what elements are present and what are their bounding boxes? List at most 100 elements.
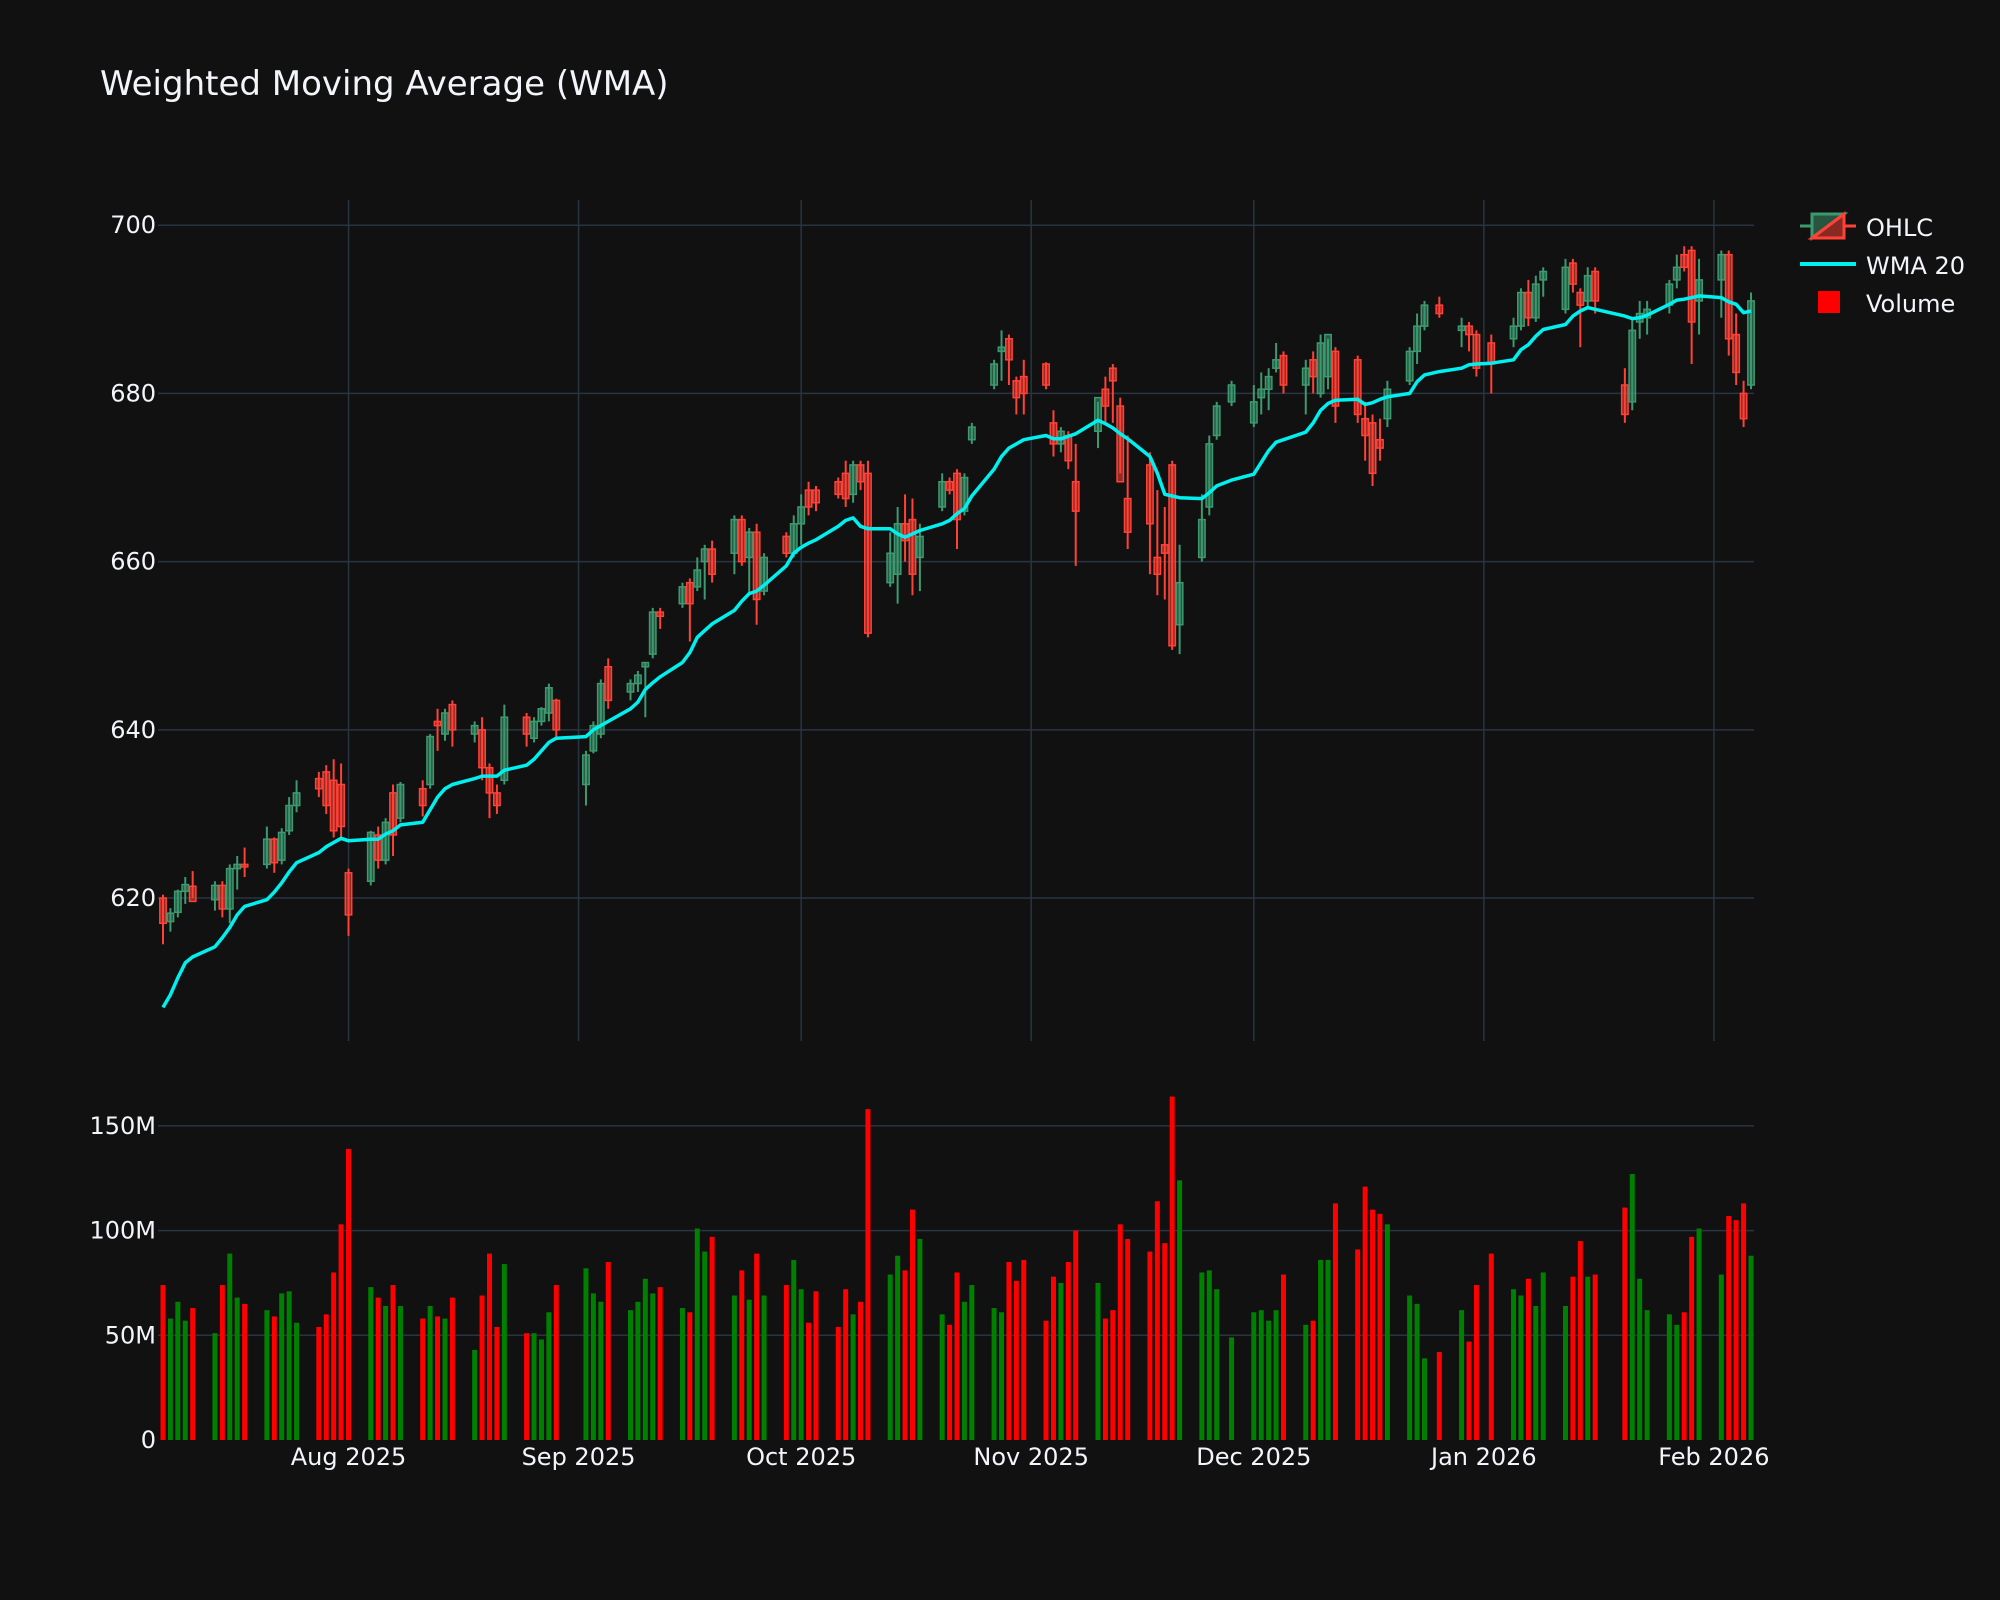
candle-body xyxy=(1272,359,1281,369)
candle-body xyxy=(1012,380,1021,399)
volume-bar xyxy=(1377,1213,1383,1440)
candle-body xyxy=(337,783,346,828)
wma-layer xyxy=(161,294,1752,1009)
candle-body xyxy=(1680,253,1689,269)
candle-body xyxy=(1524,291,1533,319)
candlestick xyxy=(678,582,687,608)
volume-bar xyxy=(1741,1203,1747,1440)
legend-item-wma[interactable]: WMA 20 xyxy=(1800,249,1990,287)
candlestick xyxy=(1279,351,1288,394)
candle-body xyxy=(1724,253,1733,340)
volume-bar xyxy=(227,1253,233,1440)
volume-bar xyxy=(1281,1274,1287,1440)
candle-body xyxy=(1620,384,1629,416)
legend-item-ohlc[interactable]: OHLC xyxy=(1800,211,1990,249)
candlestick xyxy=(1071,443,1080,566)
candlestick xyxy=(648,607,657,659)
candlestick xyxy=(270,837,279,873)
volume-bar xyxy=(1629,1174,1635,1440)
candle-body xyxy=(708,548,717,575)
candlestick xyxy=(381,818,390,865)
volume-bar xyxy=(939,1314,945,1440)
candlestick xyxy=(337,763,346,840)
volume-bar xyxy=(1229,1337,1235,1440)
volume-plot xyxy=(160,1096,1754,1440)
volume-bar xyxy=(1592,1274,1598,1440)
candlestick xyxy=(1635,300,1644,339)
candle-body xyxy=(656,611,665,618)
volume-bar xyxy=(969,1285,975,1440)
candle-body xyxy=(856,464,865,483)
candlestick xyxy=(173,889,182,918)
volume-bar xyxy=(1562,1305,1568,1440)
candle-body xyxy=(1153,556,1162,575)
candlestick xyxy=(967,422,976,444)
candlestick xyxy=(1316,334,1325,398)
volume-bar xyxy=(1570,1276,1576,1440)
candlestick xyxy=(522,713,531,747)
legend-item-volume[interactable]: Volume xyxy=(1800,287,1990,325)
candle-body xyxy=(1042,363,1050,386)
volume-bar xyxy=(813,1291,819,1440)
volume-bar xyxy=(420,1318,426,1440)
candle-body xyxy=(730,518,739,554)
volume-bar xyxy=(472,1349,478,1440)
volume-bar xyxy=(286,1291,292,1440)
candlestick xyxy=(886,532,895,587)
volume-bar xyxy=(754,1253,760,1440)
candle-body xyxy=(1591,270,1600,302)
candle-body xyxy=(953,472,961,521)
candle-body xyxy=(648,611,657,655)
volume-bar xyxy=(1733,1220,1739,1440)
candle-body xyxy=(1145,464,1154,525)
price-tick-label: 620 xyxy=(110,884,156,912)
volume-bar xyxy=(1199,1272,1205,1440)
candle-body xyxy=(1672,266,1681,281)
candlestick xyxy=(426,734,435,789)
volume-bar xyxy=(1436,1352,1442,1440)
candlestick xyxy=(1435,296,1444,318)
candle-body xyxy=(1517,291,1525,327)
candle-body xyxy=(1628,329,1637,403)
volume-bar xyxy=(1102,1318,1108,1440)
candlestick xyxy=(1620,368,1629,423)
volume-bar xyxy=(1696,1228,1702,1440)
volume-bar xyxy=(791,1259,797,1440)
volume-bar xyxy=(479,1295,485,1440)
candle-body xyxy=(582,754,590,786)
candlestick xyxy=(1108,363,1117,423)
candle-body xyxy=(1539,270,1548,281)
volume-bar xyxy=(1525,1278,1531,1440)
candlestick xyxy=(1123,435,1132,550)
candle-body xyxy=(834,480,843,496)
volume-bar xyxy=(1370,1209,1376,1440)
volume-bar xyxy=(650,1293,656,1440)
volume-bar xyxy=(1748,1255,1754,1440)
legend: OHLC WMA 20 Volume xyxy=(1800,211,1990,325)
candle-body xyxy=(1353,359,1362,416)
candle-body xyxy=(181,883,190,893)
candlestick xyxy=(1331,347,1340,423)
wma-20-line xyxy=(161,294,1752,1009)
candlestick xyxy=(389,784,397,856)
volume-bar xyxy=(442,1318,448,1440)
candle-body xyxy=(841,472,850,500)
candle-body xyxy=(448,703,457,731)
candle-body xyxy=(314,777,323,790)
candlestick xyxy=(915,523,924,592)
candlestick xyxy=(544,683,553,722)
candle-body xyxy=(960,476,969,512)
volume-bar xyxy=(1332,1203,1338,1440)
candle-body xyxy=(344,872,353,916)
candle-body xyxy=(277,831,286,861)
candle-body xyxy=(530,720,538,739)
candlestick xyxy=(1227,380,1236,407)
candlestick xyxy=(626,679,635,701)
candle-body xyxy=(1331,350,1340,407)
candle-body xyxy=(1361,417,1370,437)
candle-body xyxy=(693,569,702,588)
candle-body xyxy=(418,787,427,807)
candlestick xyxy=(322,765,331,814)
volume-tick-label: 0 xyxy=(141,1426,156,1454)
candle-body xyxy=(626,682,635,693)
